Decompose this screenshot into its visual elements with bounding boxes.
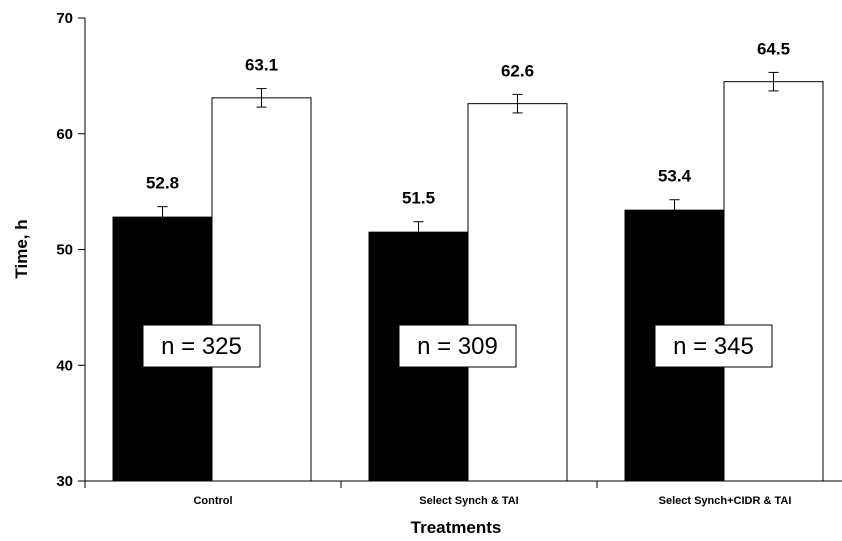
data-label: 51.5 [402,189,435,208]
sample-size-label: n = 309 [417,333,498,360]
y-tick-label: 50 [56,242,73,259]
sample-size-label: n = 325 [161,333,242,360]
x-axis-title: Treatments [411,518,502,537]
y-tick-label: 30 [56,473,73,490]
data-label: 53.4 [658,167,692,186]
data-label: 52.8 [146,174,179,193]
data-label: 63.1 [245,56,278,75]
bar [467,103,568,482]
y-tick-label: 70 [56,10,73,27]
sample-size-box [142,324,261,368]
x-category-label: Select Synch & TAI [419,495,518,507]
data-label: 64.5 [757,39,790,58]
sample-size-box [654,324,773,368]
x-category-label: Select Synch+CIDR & TAI [659,495,792,507]
x-category-label: Control [193,495,232,507]
y-tick-label: 60 [56,126,73,143]
sample-size-label: n = 345 [673,333,754,360]
bar [723,81,824,482]
plot-area: 30 40 50 60 70 52.8 63.1 Control n = 325 51.5 62.6… [56,10,842,507]
bar [211,97,312,482]
y-axis-title: Time, h [12,219,31,278]
data-label: 62.6 [501,61,534,80]
sample-size-box [398,324,517,368]
y-tick-label: 40 [56,357,73,374]
